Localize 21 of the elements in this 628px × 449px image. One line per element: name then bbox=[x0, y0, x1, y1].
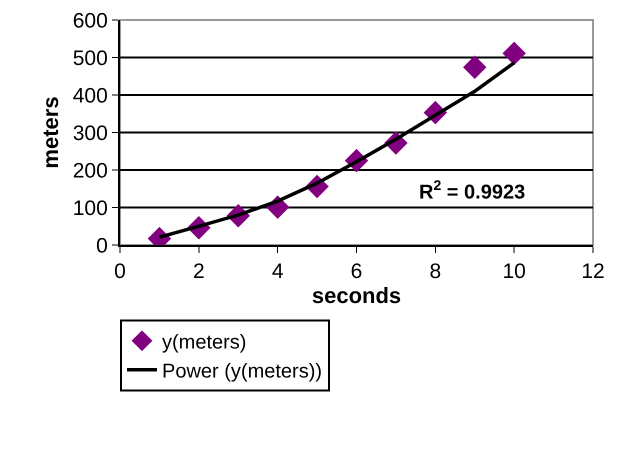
y-tick-label: 400 bbox=[72, 84, 108, 108]
y-tick-label: 200 bbox=[72, 159, 108, 182]
y-tick-label: 100 bbox=[72, 196, 108, 220]
legend-label: Power (y(meters)) bbox=[162, 360, 322, 383]
point bbox=[502, 42, 526, 66]
annotation: R$^{2}$ = 0.9923 bbox=[419, 177, 526, 204]
legend-label: y(meters) bbox=[162, 332, 246, 354]
x-tick-label: 10 bbox=[502, 260, 526, 284]
x-axis-title: seconds bbox=[312, 283, 402, 308]
point bbox=[463, 56, 486, 79]
y-axis-title: meters bbox=[38, 96, 64, 169]
x-tick-label: 6 bbox=[350, 260, 362, 284]
x-tick-label: 0 bbox=[114, 260, 126, 284]
x-tick-label: 4 bbox=[272, 260, 284, 284]
y-tick-label: 500 bbox=[72, 46, 108, 70]
y-tick-label: 600 bbox=[72, 9, 108, 32]
x-tick-label: 12 bbox=[581, 260, 605, 284]
y-tick-label: 0 bbox=[96, 234, 108, 258]
y-tick-label: 300 bbox=[72, 122, 108, 145]
x-tick-label: 2 bbox=[192, 260, 205, 284]
x-tick-label: 8 bbox=[429, 260, 442, 284]
